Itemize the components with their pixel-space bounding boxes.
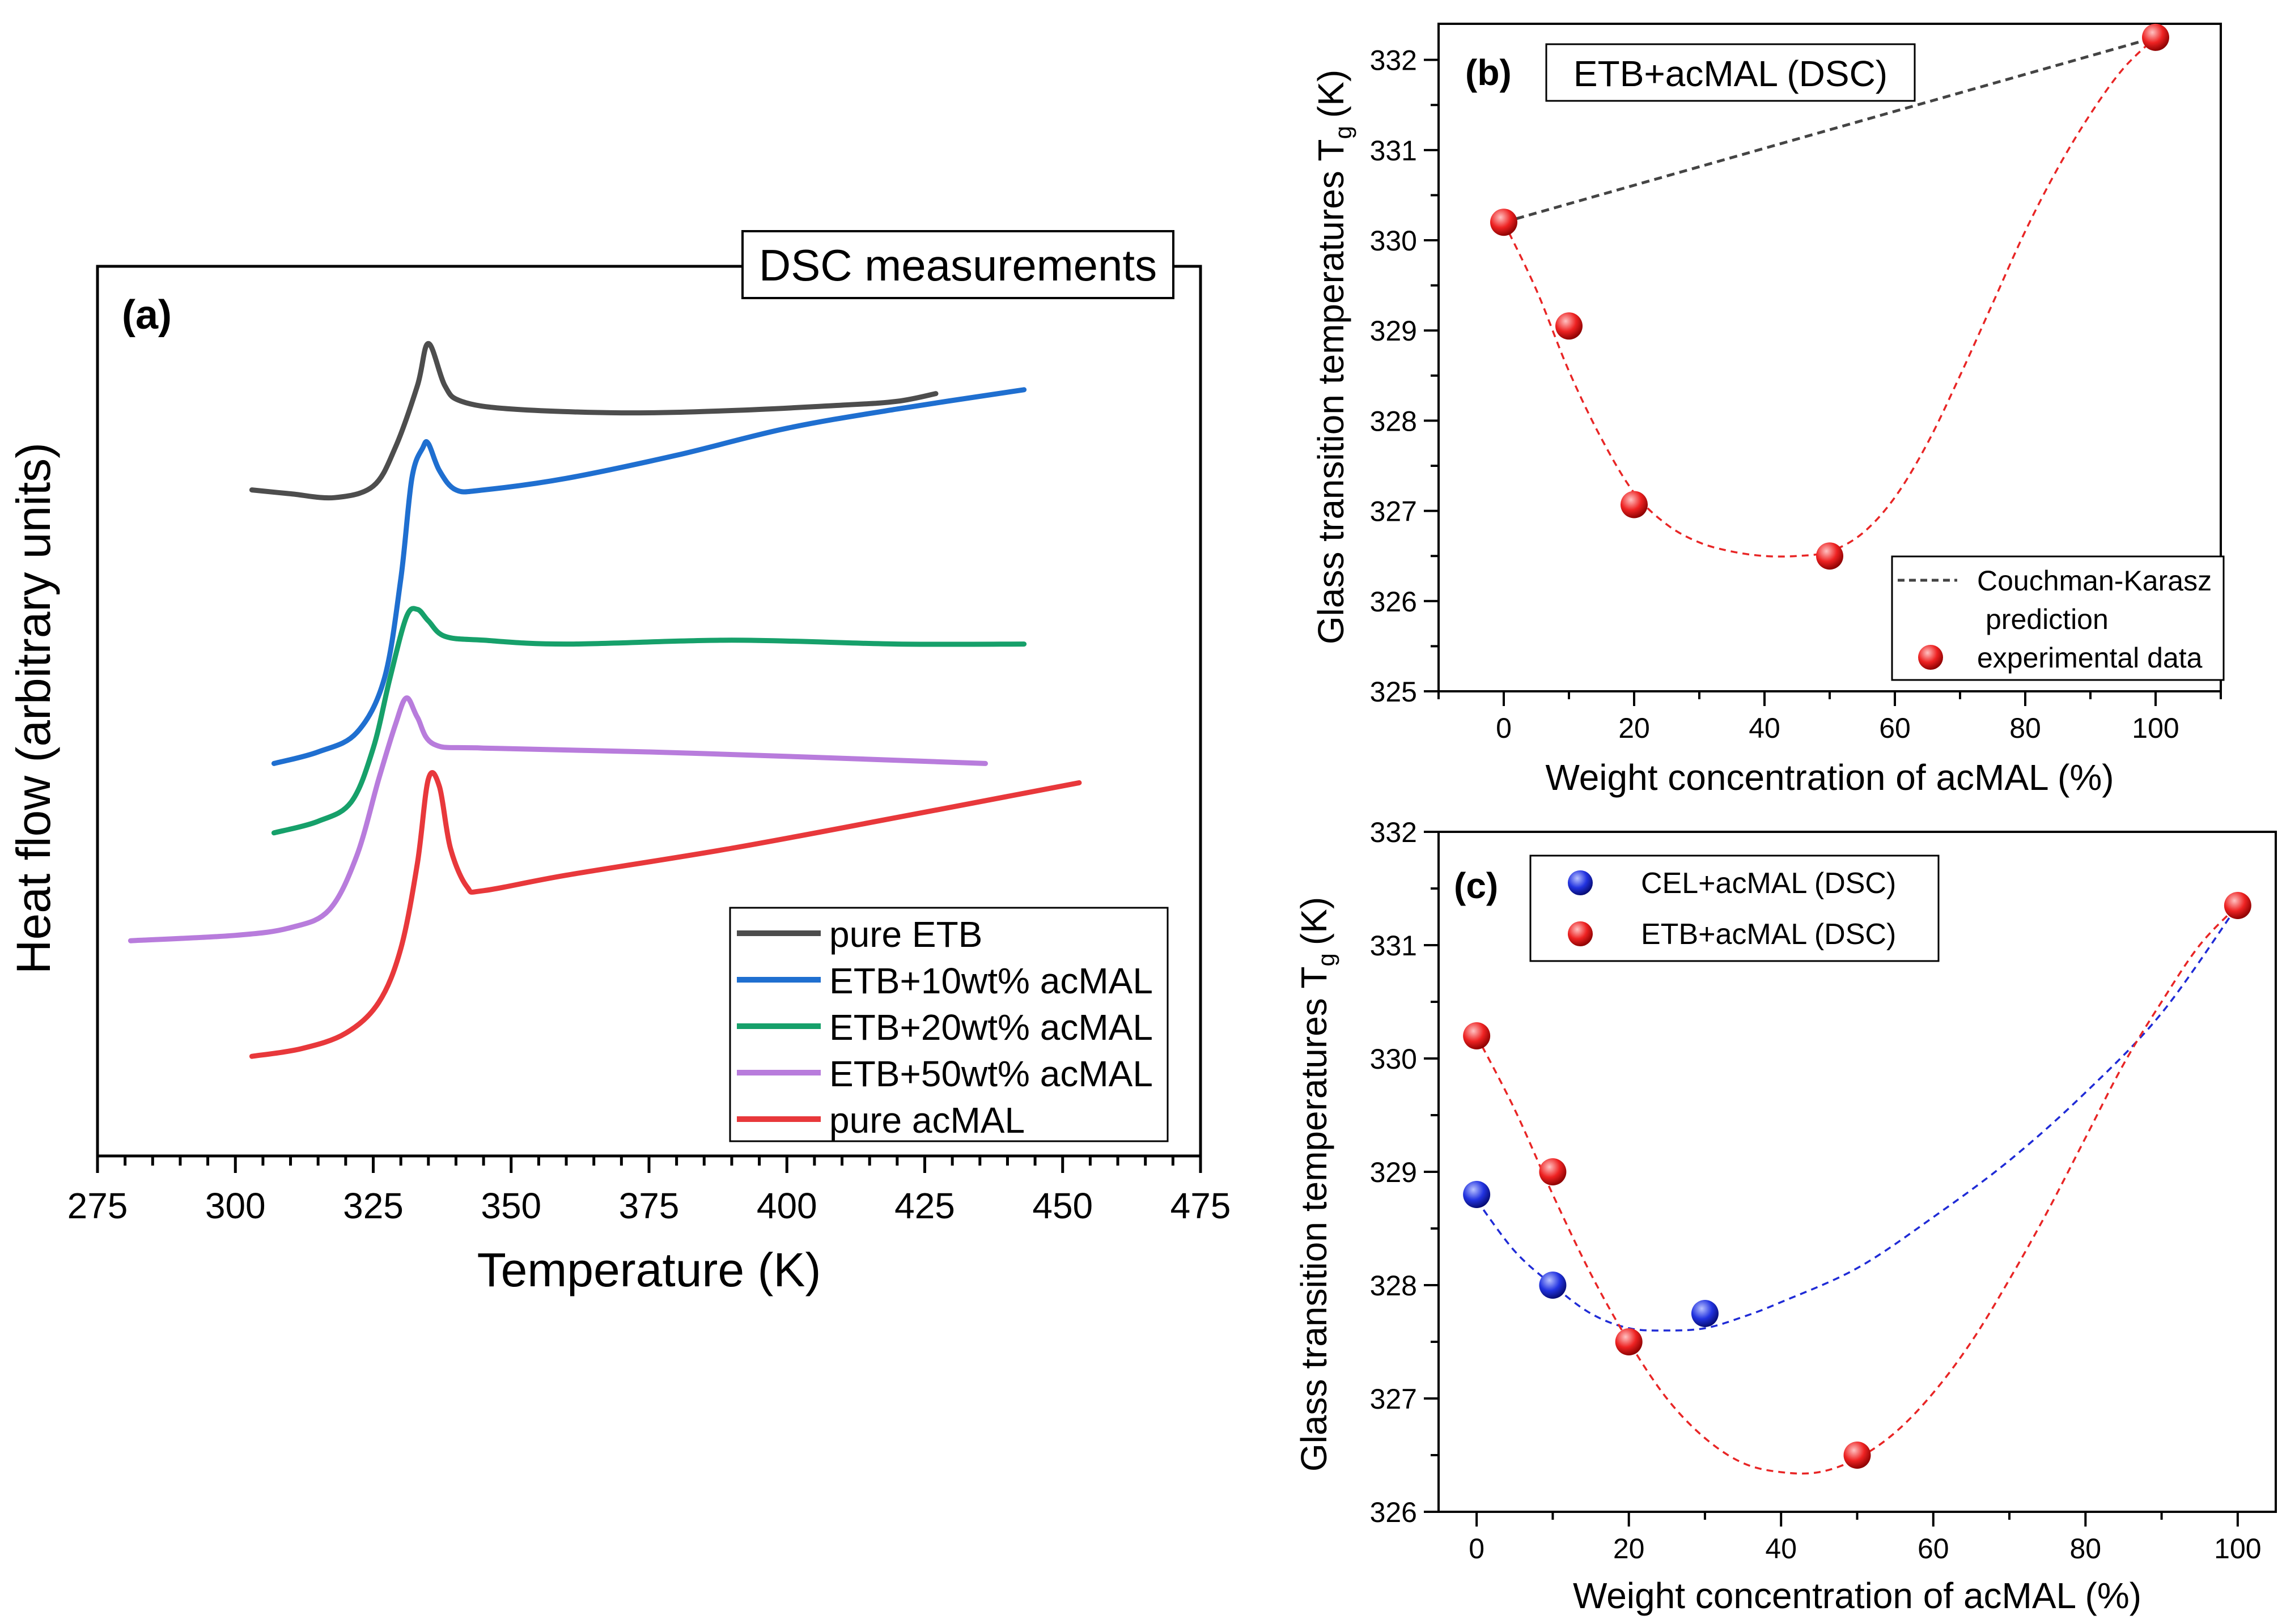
x-tick-label: 60 [1918,1533,1949,1565]
title-box [741,230,1174,299]
x-axis-label: Weight concentration of acMAL (%) [1545,757,2114,798]
cel-data-point [1691,1300,1719,1327]
data-point [1490,209,1517,236]
legend-entry-3: ETB+50wt% acMAL [829,1053,1153,1094]
panel-c-tg-comparison-chart: 0 20 40 60 80 100 326 327 328 329 330 331 332 Weight … [1293,817,2277,1616]
x-tick-label: 375 [619,1185,680,1226]
data-point [1555,312,1583,340]
panel-label: (c) [1454,865,1498,906]
legend-swatch-experimental [1918,645,1943,670]
y-tick-label: 326 [1370,586,1417,618]
series-line-1 [271,387,1027,766]
y-tick-label: 331 [1370,930,1417,962]
panel-b-tg-chart: 0 20 40 60 80 100 325 326 327 328 329 330 331 332 Weig… [1310,23,2225,798]
y-tick-label: 328 [1370,405,1417,437]
series-line-2 [271,606,1027,836]
y-axis-label-main: Glass transition temperatures T [1310,139,1351,645]
etb-data-point [1843,1442,1871,1469]
data-point [1816,542,1843,570]
x-tick-label: 0 [1496,712,1512,744]
chart-title: ETB+acMAL (DSC) [1573,53,1887,94]
y-axis-label-unit: (K) [1293,897,1334,945]
x-tick-label: 40 [1765,1533,1797,1565]
x-tick-label: 300 [205,1185,266,1226]
x-tick-label: 100 [2132,712,2179,744]
y-axis-label-subscript: g [1330,126,1356,139]
legend-box [1529,854,1940,962]
data-point [2142,23,2169,51]
x-tick-label: 20 [1613,1533,1645,1565]
x-axis-label: Temperature (K) [477,1243,821,1296]
x-tick-label: 400 [757,1185,817,1226]
title-box [1545,43,1916,102]
etb-data-point [2224,892,2251,919]
series-line-0 [249,341,939,501]
x-tick-label: 80 [2009,712,2041,744]
y-tick-label: 331 [1370,135,1417,167]
etb-data-point [1463,1022,1491,1049]
fit-curve [1503,36,2157,558]
panel-label: (a) [122,292,172,338]
y-axis-label-subscript: g [1313,953,1339,966]
y-tick-label: 332 [1370,45,1417,76]
series-line-3 [128,695,988,943]
legend-swatch-cel [1568,870,1593,895]
x-tick-label: 475 [1170,1185,1231,1226]
x-tick-label: 350 [481,1185,541,1226]
legend-entry-4: pure acMAL [829,1100,1025,1141]
x-tick-label: 100 [2214,1533,2261,1565]
x-tick-label: 20 [1618,712,1650,744]
y-axis-label: Glass transition temperatures Tg (K) [1310,70,1356,644]
y-tick-label: 327 [1370,1383,1417,1415]
y-axis-label-unit: (K) [1310,70,1351,118]
y-tick-label: 327 [1370,496,1417,528]
cel-data-point [1463,1181,1491,1208]
legend-entry-2: ETB+20wt% acMAL [829,1007,1153,1048]
panel-a-dsc-chart: 275 300 325 350 375 400 425 450 475 Temperature (… [7,230,1231,1296]
fit-curve-3 [1475,904,2239,1475]
x-axis-label: Weight concentration of acMAL (%) [1573,1575,2141,1616]
legend-entry-1: ETB+10wt% acMAL [829,960,1153,1001]
couchman-karasz-line [1503,36,2156,224]
x-tick-label: 275 [67,1185,128,1226]
y-tick-label: 329 [1370,1157,1417,1188]
y-tick-label: 330 [1370,225,1417,257]
legend-entry-cel: CEL+acMAL (DSC) [1641,867,1896,900]
legend-swatch-etb [1568,921,1593,946]
etb-data-point [1539,1158,1567,1185]
x-tick-label: 80 [2070,1533,2102,1565]
etb-data-point [1615,1328,1643,1355]
y-tick-label: 330 [1370,1043,1417,1075]
y-tick-label: 329 [1370,315,1417,347]
x-tick-label: 425 [894,1185,955,1226]
panel-label: (b) [1465,52,1512,93]
x-tick-label: 40 [1749,712,1780,744]
x-tick-label: 450 [1032,1185,1093,1226]
y-tick-label: 325 [1370,676,1417,708]
y-axis-label: Glass transition temperatures Tg (K) [1293,897,1339,1472]
x-tick-label: 0 [1469,1533,1484,1565]
y-axis-label: Heat flow (arbitrary units) [7,443,60,974]
y-tick-label: 326 [1370,1497,1417,1528]
fit-curve-1 [1475,904,2239,1332]
y-tick-label: 332 [1370,817,1417,848]
y-axis-label-main: Glass transition temperatures T [1293,967,1334,1472]
chart-title: DSC measurements [759,240,1157,290]
legend-entry-etb: ETB+acMAL (DSC) [1641,918,1896,951]
legend-entry-ck-line1: Couchman-Karasz [1977,565,2212,597]
legend-entry-ck-line2: prediction [1986,603,2109,635]
y-tick-label: 328 [1370,1270,1417,1302]
legend-entry-experimental: experimental data [1977,642,2203,674]
cel-data-point [1539,1272,1567,1299]
series-line-4 [249,770,1082,1059]
legend-entry-0: pure ETB [829,914,982,955]
data-point [1621,491,1648,518]
x-tick-label: 325 [343,1185,404,1226]
legend-box [1891,555,2225,681]
x-tick-label: 60 [1879,712,1911,744]
